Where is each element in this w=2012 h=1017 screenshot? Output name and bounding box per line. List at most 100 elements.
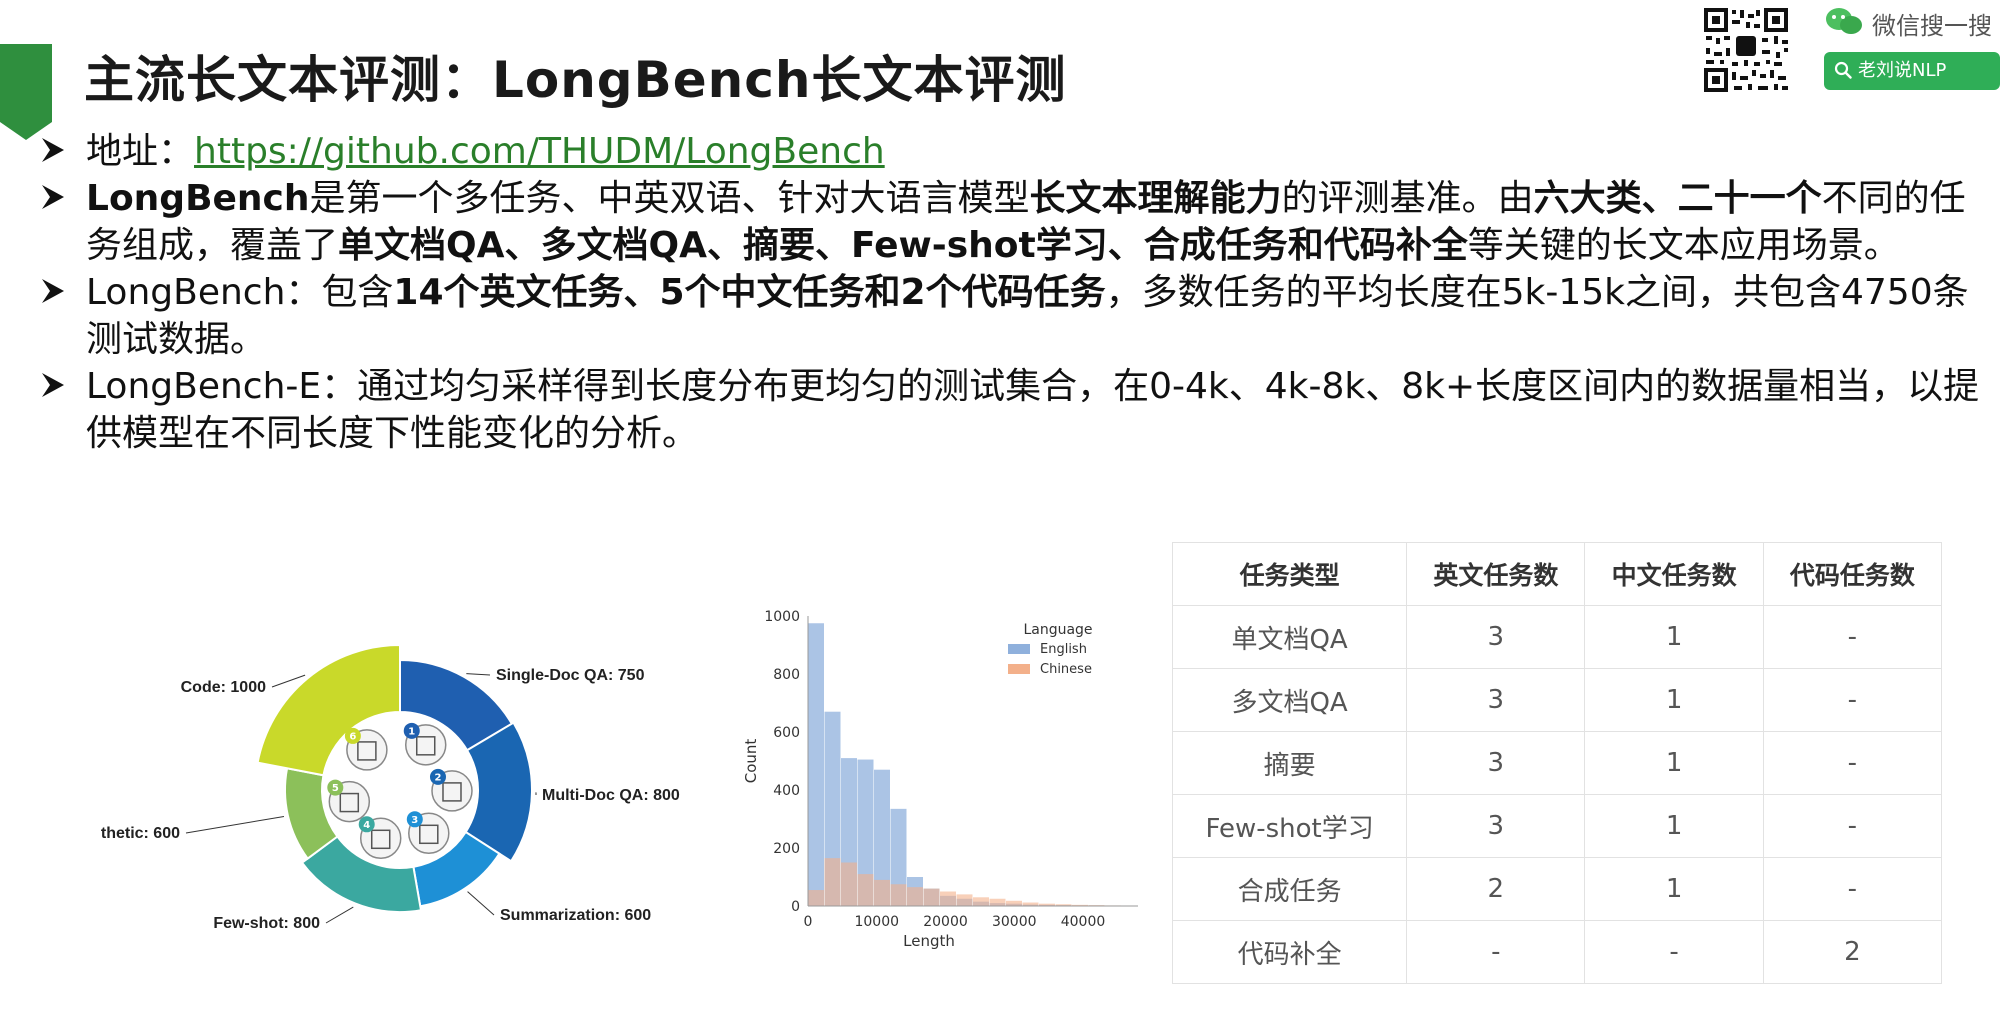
slice-label: Single-Doc QA: 750 [496,667,645,684]
histogram-bar [1022,902,1039,906]
slice-leader-line [467,891,495,916]
legend-label: Chinese [1040,662,1092,677]
slice-label: Multi-Doc QA: 800 [542,787,680,804]
y-axis-label: Count [742,739,760,784]
histogram-bar [890,808,907,906]
table-cell: - [1762,857,1943,921]
donut-slice [464,721,533,863]
histogram-bar [841,862,857,906]
histogram-bar [874,879,890,906]
x-tick-label: 0 [804,914,813,930]
table-row: Few-shot学习 3 1- [1171,794,1943,858]
bullet-text: LongBench-E：通过均匀采样得到长度分布更均匀的测试集合，在0-4k、4… [86,366,1980,454]
histogram-bar [1072,904,1088,906]
histogram-bar [1039,903,1055,906]
slice-badge-number: 3 [411,815,418,826]
bullet-text: 不同的任务组成，覆盖了 [86,178,1966,266]
slice-leader-line [185,815,285,834]
table-cell: - [1762,731,1943,795]
qr-code [1702,6,1790,94]
table-cell: - [1406,920,1586,984]
x-tick-label: 10000 [854,914,899,930]
table-header-cell: 中文任务数 [1584,542,1764,606]
histogram-bar [808,890,824,906]
y-tick-label: 600 [773,725,800,741]
wechat-search-promo: 微信搜一搜 老刘说NLP [1820,4,2010,94]
document-icon [415,736,436,756]
document-icon [357,741,377,761]
document-icon [419,824,439,845]
search-icon [1834,61,1852,79]
table-cell: 摘要 [1171,731,1408,795]
table-row: 摘要 3 1- [1171,731,1943,795]
slice-badge [327,779,344,796]
histogram-bar [1006,900,1022,906]
bullet-bold-text: 六大类、二十一个 [1533,178,1822,219]
table-cell: - [1762,794,1943,858]
document-icon [339,792,360,813]
y-tick-label: 1000 [764,609,800,625]
slice-badge-number: 1 [408,726,415,737]
histogram-bar [923,888,940,906]
wechat-search-label: 微信搜一搜 [1872,12,1992,40]
bullet-bold-text: LongBench [86,178,310,219]
legend-swatch [1008,664,1030,674]
bullet-text: 的评测基准。由 [1281,178,1534,219]
table-cell: 1 [1584,731,1764,795]
table-cell: 1 [1584,857,1764,921]
wechat-search-box[interactable]: 老刘说NLP [1824,52,2000,90]
table-cell: - [1584,920,1764,984]
table-row: 合成任务 2 1- [1171,857,1943,921]
table-row: 代码补全 - -2 [1171,920,1943,984]
wechat-icon [1826,8,1862,34]
table-cell: 3 [1406,668,1586,732]
histogram-bar [857,874,874,906]
legend-title: Language [1023,622,1092,638]
y-tick-label: 800 [773,667,800,683]
legend-swatch [1008,644,1030,654]
table-cell: 1 [1584,794,1764,858]
slice-label: Summarization: 600 [500,907,651,924]
table-cell: 2 [1406,857,1586,921]
slice-badge-number: 4 [363,820,370,831]
bullet-item: LongBench：包含14个英文任务、5个中文任务和2个代码任务，多数任务的平… [40,269,2000,363]
task-table: 任务类型 英文任务数 中文任务数 代码任务数 单文档QA 3 1- 多文档QA 3 1- 摘要 3 1… [1171,542,1943,984]
bullet-item: LongBench是第一个多任务、中英双语、针对大语言模型长文本理解能力的评测基… [40,175,2000,269]
figures-area: 1 Single-Doc QA: 750 2 Multi-Doc QA: 800 3 Su… [100,590,1160,960]
slice-leader-line [271,674,306,688]
histogram-bar [1055,904,1072,906]
donut-slice [256,643,401,777]
table-cell: Few-shot学习 [1171,794,1408,858]
histogram-bar [907,887,923,906]
histogram-bar [973,897,989,906]
github-link[interactable]: https://github.com/THUDM/LongBench [194,131,885,172]
table-header-cell: 代码任务数 [1762,542,1943,606]
table-cell: 代码补全 [1171,920,1408,984]
bullet-text: 是第一个多任务、中英双语、针对大语言模型 [309,178,1030,219]
y-tick-label: 200 [773,841,800,857]
slice-badge [429,768,446,785]
bullet-arrow-icon [42,373,64,397]
y-tick-label: 400 [773,783,800,799]
bullet-item: 地址：https://github.com/THUDM/LongBench [40,128,2000,175]
bullet-list: 地址：https://github.com/THUDM/LongBench Lon… [40,128,2000,457]
wechat-search-text: 老刘说NLP [1858,60,1947,81]
table-cell: - [1762,668,1943,732]
histogram-bar [956,894,973,906]
histogram-bar [989,898,1006,906]
table-cell: 3 [1406,731,1586,795]
bullet-arrow-icon [42,185,64,209]
bullet-bold-text: 长文本理解能力 [1029,178,1282,219]
x-tick-label: 30000 [992,914,1037,930]
bullet-text: ，多数任务的平均长度在5k-15k之间，共包含4750条测试数据。 [86,272,1969,360]
bullet-arrow-icon [42,138,64,162]
table-cell: 3 [1406,794,1586,858]
histogram-bar [824,858,841,906]
x-tick-label: 40000 [1061,914,1106,930]
table-cell: 1 [1584,668,1764,732]
slice-badge [406,811,423,828]
task-distribution-donut: 1 Single-Doc QA: 750 2 Multi-Doc QA: 800 3 Su… [100,643,680,932]
table-cell: - [1762,605,1943,669]
document-icon [442,782,462,802]
